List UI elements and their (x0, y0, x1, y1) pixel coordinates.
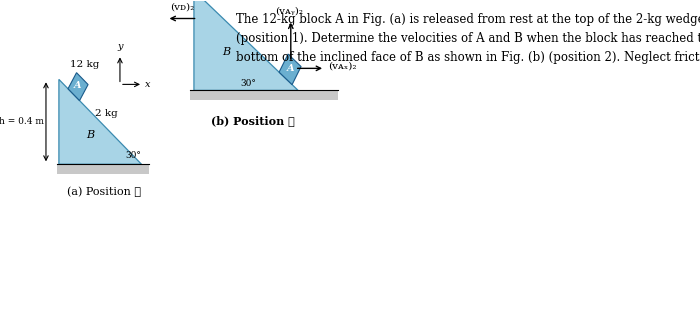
Text: A: A (287, 64, 295, 73)
Text: 12 kg: 12 kg (70, 60, 99, 69)
Text: (vᴀᵧ)₂: (vᴀᵧ)₂ (275, 7, 303, 16)
Text: 2 kg: 2 kg (95, 109, 118, 118)
Text: A: A (74, 81, 81, 90)
Bar (190, 90, 337, 100)
Text: 30°: 30° (126, 151, 141, 160)
Text: B: B (222, 47, 230, 57)
Polygon shape (59, 79, 141, 164)
Text: h = 0.4 m: h = 0.4 m (0, 117, 44, 126)
Text: (vᴀₓ)₂: (vᴀₓ)₂ (328, 62, 356, 71)
Text: 30°: 30° (240, 79, 256, 88)
Text: y: y (117, 42, 122, 51)
Text: (a) Position ①: (a) Position ① (66, 186, 141, 197)
Text: (vᴅ)₂: (vᴅ)₂ (170, 2, 194, 12)
Text: (b) Position ②: (b) Position ② (211, 115, 295, 126)
Polygon shape (279, 54, 301, 85)
Bar (57, 164, 148, 174)
Text: The 12-kg block A in Fig. (a) is released from rest at the top of the 2-kg wedge: The 12-kg block A in Fig. (a) is release… (236, 12, 700, 64)
Polygon shape (194, 0, 298, 90)
Polygon shape (68, 73, 88, 100)
Text: x: x (145, 80, 150, 89)
Text: B: B (86, 129, 94, 139)
